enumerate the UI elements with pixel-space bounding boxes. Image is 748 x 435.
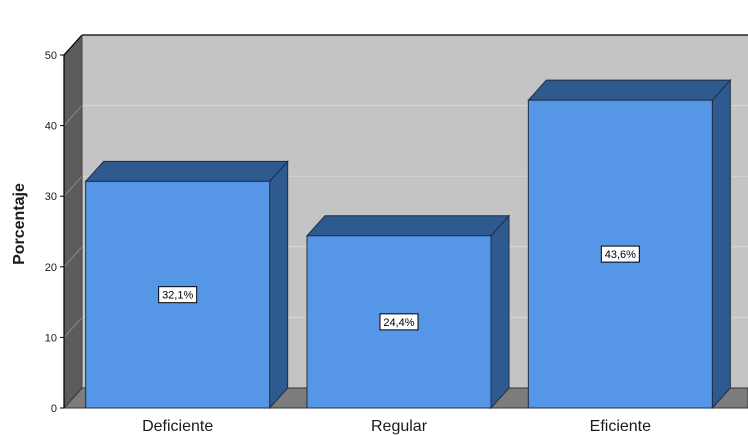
bar-group: 32,1%	[84, 160, 289, 410]
category-labels: Deficiente Regular Eficiente	[142, 418, 651, 435]
side-wall	[64, 35, 82, 408]
bar-top	[84, 160, 289, 182]
x-tick-label: Deficiente	[142, 418, 213, 435]
bars: 32,1% 24,4% 43,6%	[84, 78, 732, 410]
x-tick-label: Regular	[371, 418, 428, 435]
gridline-side	[63, 317, 83, 338]
data-label-box	[379, 313, 419, 331]
bar-side	[711, 78, 731, 410]
y-axis: 0 10 20 30 40 50	[45, 34, 748, 415]
data-label-box	[600, 245, 640, 263]
y-tick-label: 0	[51, 403, 57, 415]
top-left-edge	[63, 34, 83, 56]
bar-side	[269, 160, 289, 410]
bar-side	[490, 214, 510, 410]
y-tick-label: 40	[45, 121, 57, 133]
y-tick-label: 10	[45, 332, 57, 344]
bar-group: 43,6%	[527, 78, 732, 410]
x-tick-label: Eficiente	[590, 418, 651, 435]
bar-group: 24,4%	[305, 214, 511, 410]
gridline-side	[63, 246, 83, 268]
data-label: 24,4%	[383, 317, 414, 329]
data-label-box	[158, 286, 198, 304]
gridline-side	[63, 105, 83, 126]
gridline-side	[63, 175, 83, 197]
y-tick-label: 20	[45, 262, 57, 274]
data-label: 43,6%	[605, 249, 636, 261]
bar-top	[305, 215, 511, 237]
y-tick-label: 50	[45, 50, 57, 62]
y-axis-title: Porcentaje	[11, 183, 28, 265]
bar-top	[527, 79, 732, 101]
data-label: 32,1%	[162, 290, 193, 302]
y-tick-label: 30	[45, 191, 57, 203]
